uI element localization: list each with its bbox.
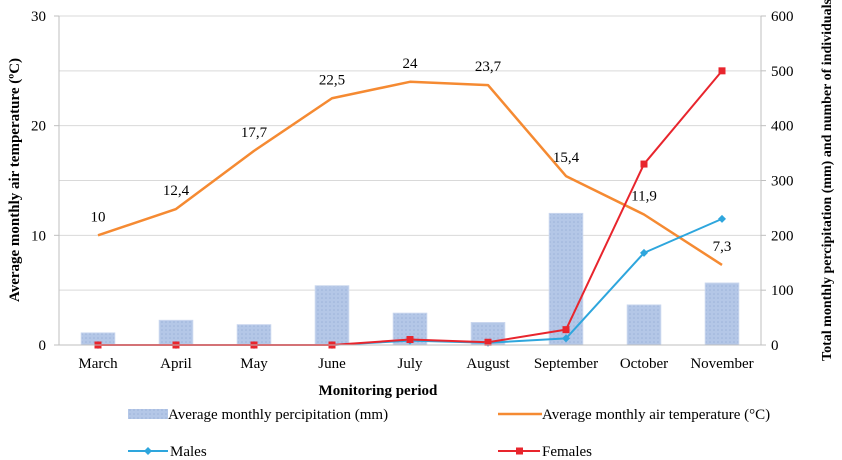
- marker-females: [484, 338, 492, 346]
- temperature-data-label: 7,3: [713, 239, 732, 255]
- y-right-tick-label: 600: [771, 9, 794, 25]
- temperature-data-label: 10: [91, 209, 106, 225]
- x-tick-label: September: [534, 356, 598, 372]
- marker-females: [718, 67, 726, 75]
- legend-marker-females: [516, 447, 523, 455]
- marker-males: [640, 248, 648, 257]
- gridlines: [59, 15, 761, 291]
- legend-swatch-precipitation: [128, 409, 168, 419]
- marker-females: [562, 326, 570, 334]
- y-right-tick-label: 200: [771, 228, 794, 244]
- temperature-data-label: 12,4: [163, 183, 190, 199]
- y-left-tick-label: 30: [31, 9, 46, 25]
- y-left-tick-label: 10: [31, 228, 46, 244]
- legend-item-males: Males: [128, 444, 207, 460]
- series-lines: [97, 70, 723, 346]
- legend-label-precipitation: Average monthly percipitation (mm): [168, 407, 388, 423]
- y-right-tick-label: 300: [771, 174, 794, 190]
- legend-label-males: Males: [170, 444, 207, 460]
- bar-precipitation: [548, 212, 584, 346]
- x-tick-label: March: [78, 356, 118, 372]
- x-tick-label: July: [397, 356, 423, 372]
- legend-item-precipitation: Average monthly percipitation (mm): [128, 407, 388, 423]
- y-right-tick-label: 0: [771, 338, 779, 354]
- y-left-tick-label: 0: [39, 338, 47, 354]
- line-temperature: [97, 80, 723, 266]
- legend: Average monthly percipitation (mm) Avera…: [128, 407, 770, 460]
- legend-item-females: Females: [498, 444, 592, 460]
- bar-precipitation: [158, 319, 194, 346]
- precipitation-bars: [80, 212, 740, 346]
- temperature-data-label: 22,5: [319, 72, 345, 88]
- bar-precipitation: [626, 304, 662, 346]
- y-right-tick-label: 100: [771, 283, 794, 299]
- x-tick-label: June: [318, 356, 346, 372]
- legend-label-females: Females: [542, 444, 592, 460]
- legend-marker-males: [144, 447, 152, 455]
- x-tick-label: November: [690, 356, 753, 372]
- legend-label-temperature: Average monthly air temperature (°C): [542, 407, 770, 423]
- bar-precipitation: [314, 285, 350, 346]
- marker-males: [718, 214, 726, 223]
- x-tick-label: October: [620, 356, 668, 372]
- temperature-data-label: 24: [403, 56, 419, 72]
- marker-males: [562, 334, 570, 343]
- x-axis-title: Monitoring period: [319, 383, 438, 399]
- temperature-data-label: 17,7: [241, 125, 268, 141]
- legend-item-temperature: Average monthly air temperature (°C): [498, 407, 770, 423]
- y-right-tick-label: 500: [771, 64, 794, 80]
- x-tick-label: April: [160, 356, 192, 372]
- x-tick-label: May: [240, 356, 268, 372]
- temperature-data-label: 23,7: [475, 59, 502, 75]
- marker-females: [640, 160, 648, 168]
- bar-precipitation: [704, 282, 740, 346]
- y-axis-left-title: Average monthly air temperature (ºC): [7, 58, 23, 302]
- temperature-data-label: 11,9: [631, 188, 657, 204]
- y-left-tick-label: 20: [31, 119, 46, 135]
- temperature-data-label: 15,4: [553, 150, 580, 166]
- marker-females: [406, 336, 414, 344]
- temperature-data-labels: 10 12,4 17,7 22,5 24 23,7 15,4 11,9 7,3: [91, 56, 732, 255]
- y-right-tick-label: 400: [771, 119, 794, 135]
- x-tick-label: August: [466, 356, 510, 372]
- y-axis-right-title: Total monthly percipitation (mm) and num…: [820, 0, 835, 361]
